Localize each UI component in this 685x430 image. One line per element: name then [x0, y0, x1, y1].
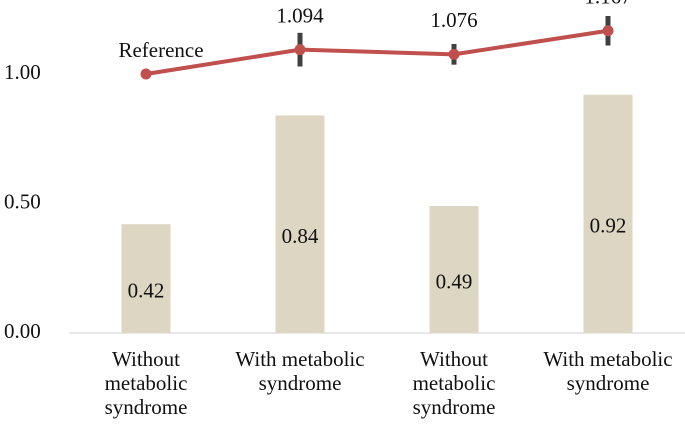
bar	[583, 94, 633, 333]
y-tick-label: 1.00	[4, 60, 41, 84]
bar-label: 0.42	[128, 278, 165, 302]
bar	[429, 206, 479, 333]
bar	[121, 224, 171, 333]
x-tick-label: Without metabolic syndrome	[104, 347, 188, 419]
y-tick-label: 0.50	[4, 189, 41, 213]
line-point	[294, 44, 306, 56]
line-point	[602, 25, 614, 37]
x-tick-label: Without metabolic syndrome	[412, 347, 496, 419]
line-point	[448, 48, 460, 60]
y-tick-label: 0.00	[4, 319, 41, 343]
line-label: 1.094	[276, 3, 324, 27]
x-tick-label: With metabolic syndrome	[543, 347, 673, 395]
bar-label: 0.84	[282, 224, 319, 248]
x-tick-label: With metabolic syndrome	[235, 347, 365, 395]
line-label: 1.167	[584, 0, 631, 9]
line-label: Reference	[118, 38, 203, 62]
line-point	[140, 68, 152, 80]
line-label: 1.076	[430, 8, 477, 32]
line	[145, 28, 609, 76]
bar-label: 0.92	[590, 214, 627, 238]
bar	[275, 115, 325, 333]
bar-label: 0.49	[436, 269, 473, 293]
